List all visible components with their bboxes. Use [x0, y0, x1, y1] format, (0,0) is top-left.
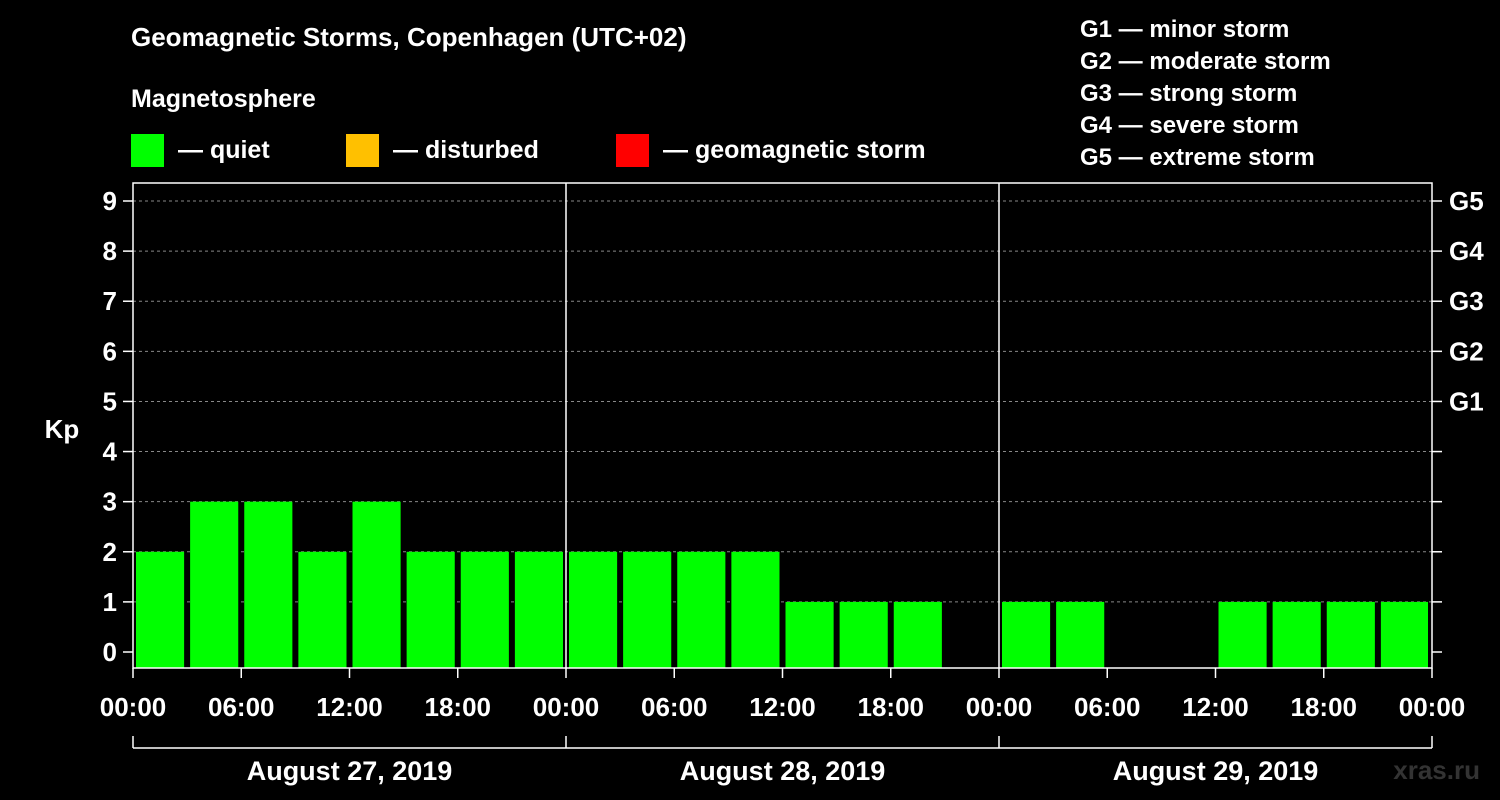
x-tick-label: 12:00: [749, 692, 816, 722]
legend-swatch-disturbed: [346, 133, 379, 167]
y-tick-label: 9: [103, 186, 117, 216]
storm-level-g2: G2 — moderate storm: [1080, 48, 1331, 75]
storm-level-g3: G3 — strong storm: [1080, 80, 1298, 107]
y-tick-label: 4: [103, 437, 118, 467]
axis-labels: 0 1 2 3 4 5 6 7 8 9 G1 G2 G3 G4 G5 Kp 00:00 06:00 12:00 18:…: [45, 186, 1485, 786]
y-axis-label: Kp: [45, 414, 80, 444]
x-tick-label: 06:00: [208, 692, 275, 722]
y-tick-label: 3: [103, 487, 117, 517]
y-tick-label: 6: [103, 336, 117, 366]
kp-bar: [623, 551, 672, 668]
legend-item-storm: — geomagnetic storm: [616, 133, 926, 167]
kp-bar: [514, 551, 563, 668]
y-tick-label: 5: [103, 386, 117, 416]
kp-bar: [1380, 601, 1428, 668]
storm-level-key: G1 — minor storm G2 — moderate storm G3 …: [1080, 14, 1331, 174]
storm-level-g4: G4 — severe storm: [1080, 112, 1299, 139]
y-tick-label: 1: [103, 587, 117, 617]
kp-bar: [1002, 601, 1051, 668]
storm-axis-label: G5: [1449, 186, 1484, 216]
kp-bar: [677, 551, 726, 668]
x-tick-label: 12:00: [316, 692, 383, 722]
y-tick-label: 2: [103, 537, 117, 567]
legend-label-storm: — geomagnetic storm: [663, 135, 926, 164]
legend-swatch-storm: [616, 133, 649, 167]
kp-bar: [731, 551, 780, 668]
day-label: August 29, 2019: [1113, 756, 1319, 786]
legend-swatch-quiet: [131, 133, 164, 167]
kp-bar: [406, 551, 455, 668]
y-tick-label: 7: [103, 286, 117, 316]
x-tick-label: 18:00: [1291, 692, 1358, 722]
grid-lines: [133, 200, 1432, 603]
legend-item-quiet: — quiet: [131, 133, 270, 167]
watermark: xras.ru: [1393, 755, 1480, 785]
kp-bar: [136, 551, 185, 668]
storm-axis-label: G4: [1449, 236, 1484, 266]
axes: [123, 182, 1442, 749]
chart-title: Geomagnetic Storms, Copenhagen (UTC+02): [131, 22, 687, 52]
kp-bar: [190, 501, 239, 668]
kp-bar: [1326, 601, 1375, 668]
kp-bar: [1272, 601, 1321, 668]
day-label: August 27, 2019: [247, 756, 453, 786]
kp-bar: [244, 501, 293, 668]
x-tick-label: 00:00: [100, 692, 167, 722]
legend-label-disturbed: — disturbed: [393, 135, 539, 164]
legend-label-quiet: — quiet: [178, 135, 270, 164]
bars: [136, 501, 1428, 668]
kp-bar: [893, 601, 942, 668]
kp-bar: [460, 551, 509, 668]
kp-bar: [1218, 601, 1267, 668]
storm-level-g1: G1 — minor storm: [1080, 16, 1290, 43]
x-tick-label: 06:00: [641, 692, 708, 722]
kp-bar: [569, 551, 618, 668]
x-tick-label: 00:00: [1399, 692, 1466, 722]
storm-level-g5: G5 — extreme storm: [1080, 144, 1315, 171]
legend-item-disturbed: — disturbed: [346, 133, 539, 167]
y-tick-label: 0: [103, 637, 117, 667]
x-tick-label: 18:00: [425, 692, 492, 722]
storm-axis-label: G1: [1449, 386, 1484, 416]
kp-bar: [839, 601, 888, 668]
x-tick-label: 18:00: [858, 692, 925, 722]
x-tick-label: 00:00: [966, 692, 1033, 722]
storm-axis-label: G3: [1449, 286, 1484, 316]
day-label: August 28, 2019: [680, 756, 886, 786]
kp-bar: [298, 551, 347, 668]
kp-bar: [785, 601, 834, 668]
x-tick-label: 06:00: [1074, 692, 1141, 722]
kp-bar: [352, 501, 401, 668]
storm-axis-label: G2: [1449, 336, 1484, 366]
x-tick-label: 12:00: [1182, 692, 1249, 722]
kp-bar: [1056, 601, 1105, 668]
x-tick-label: 00:00: [533, 692, 600, 722]
legend-subtitle: Magnetosphere: [131, 85, 316, 113]
y-tick-label: 8: [103, 236, 117, 266]
